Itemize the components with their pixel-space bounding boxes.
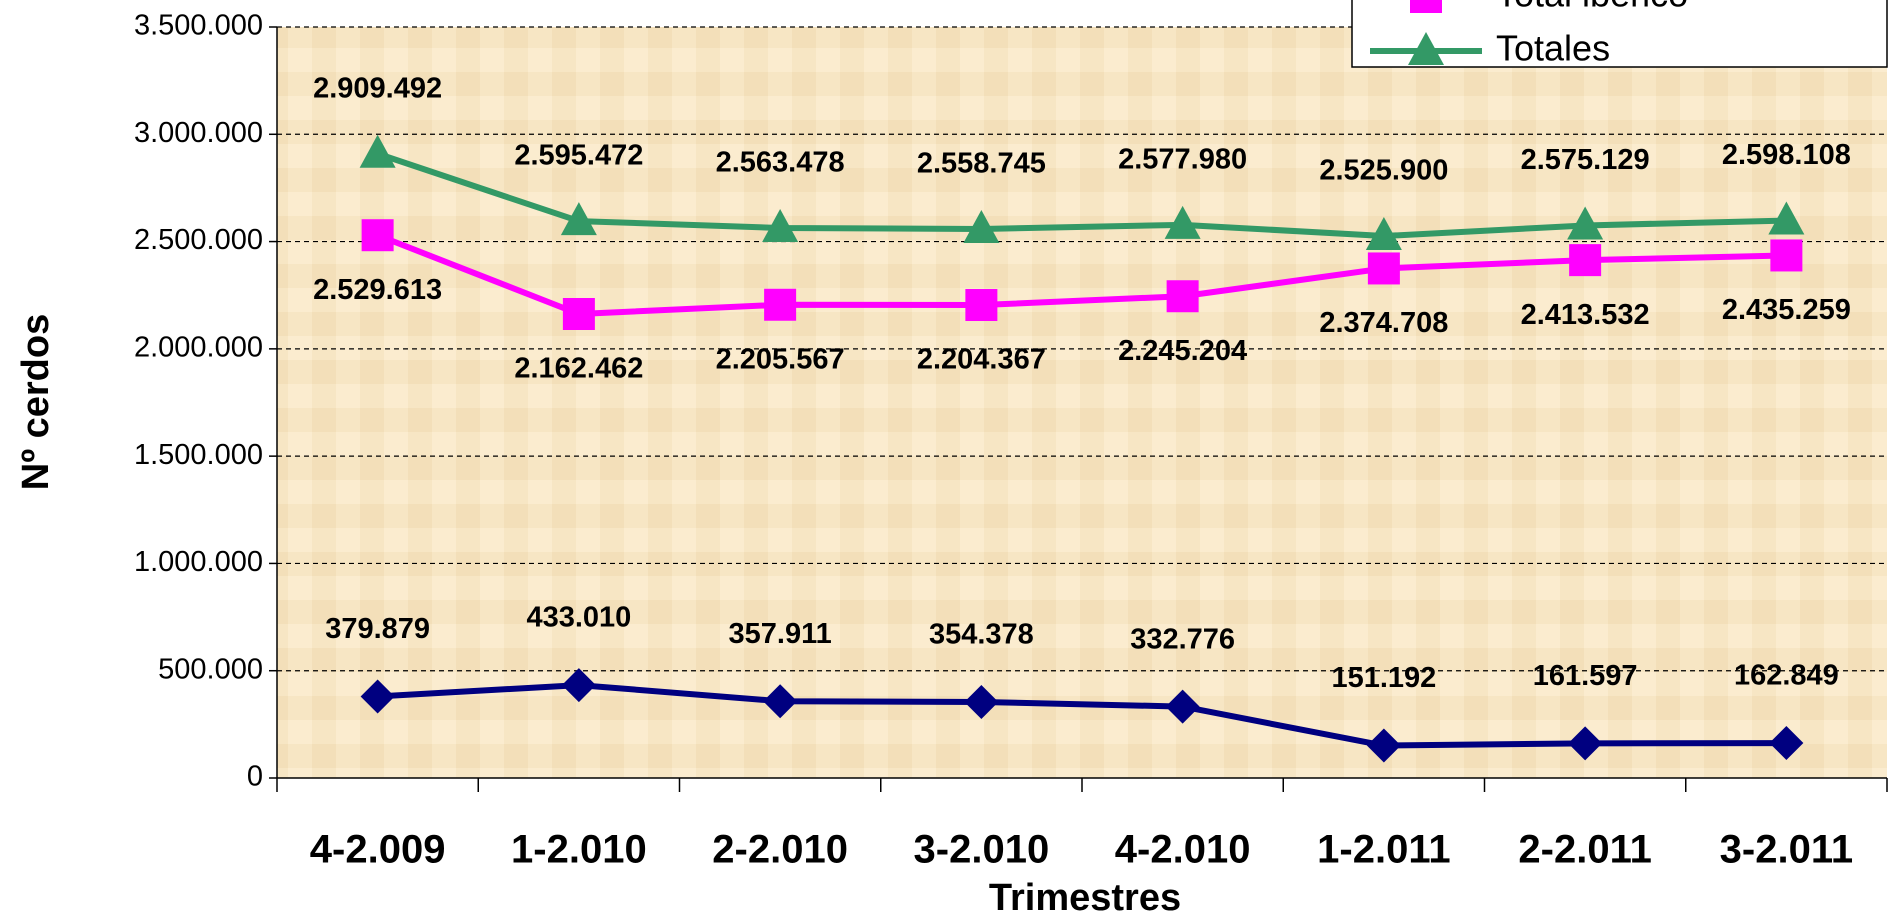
data-label: 2.162.462 xyxy=(514,353,643,385)
data-label: 2.563.478 xyxy=(716,147,845,179)
data-label: 379.879 xyxy=(325,613,430,645)
marker xyxy=(361,219,394,252)
data-label: 2.598.108 xyxy=(1722,139,1851,171)
data-label: 2.558.745 xyxy=(917,148,1046,180)
y-tick-label: 0 xyxy=(247,761,263,793)
marker xyxy=(1365,217,1402,251)
marker xyxy=(359,134,396,168)
data-label: 433.010 xyxy=(526,602,631,634)
marker xyxy=(560,202,597,236)
data-label: 2.577.980 xyxy=(1118,143,1247,175)
y-tick-label: 3.000.000 xyxy=(134,117,263,149)
marker xyxy=(561,668,596,703)
x-axis-title: Trimestres xyxy=(989,877,1181,917)
y-tick-label: 1.000.000 xyxy=(134,546,263,578)
y-tick-label: 3.500.000 xyxy=(134,10,263,42)
series-line xyxy=(376,232,1787,317)
data-label: 357.911 xyxy=(729,618,832,650)
data-label: 2.204.367 xyxy=(917,344,1046,376)
marker xyxy=(965,289,998,322)
marker xyxy=(1366,728,1401,763)
plot-background xyxy=(277,27,1887,778)
data-label: 2.595.472 xyxy=(514,140,643,172)
x-tick-label: 4-2.009 xyxy=(310,828,446,872)
marker xyxy=(1768,201,1805,235)
data-label: 2.575.129 xyxy=(1521,144,1650,176)
x-tick-label: 1-2.010 xyxy=(511,828,647,872)
marker xyxy=(763,684,798,719)
y-tick-label: 1.500.000 xyxy=(134,439,263,471)
marker xyxy=(360,679,395,714)
y-tick-label: 2.000.000 xyxy=(134,332,263,364)
marker xyxy=(1410,0,1442,13)
marker xyxy=(1567,206,1604,240)
data-label: 2.909.492 xyxy=(313,72,442,104)
data-label: 151.192 xyxy=(1331,662,1436,694)
marker xyxy=(562,297,595,330)
legend-label: Total ibérico xyxy=(1496,0,1688,15)
data-label: 162.849 xyxy=(1734,660,1839,692)
series-line xyxy=(376,150,1787,240)
marker xyxy=(1367,252,1400,285)
marker xyxy=(964,684,999,719)
x-tick-label: 2-2.011 xyxy=(1518,828,1651,872)
y-tick-label: 2.500.000 xyxy=(134,224,263,256)
x-tick-label: 3-2.011 xyxy=(1720,828,1853,872)
marker xyxy=(764,288,797,321)
data-label: 332.776 xyxy=(1130,623,1235,655)
data-label: 354.378 xyxy=(929,619,1034,651)
series-line xyxy=(377,682,1787,749)
data-label: 161.597 xyxy=(1533,660,1638,692)
data-label: 2.529.613 xyxy=(313,274,442,306)
marker xyxy=(1569,244,1602,277)
data-label: 2.245.204 xyxy=(1118,335,1247,367)
y-tick-label: 500.000 xyxy=(158,653,263,685)
x-tick-label: 4-2.010 xyxy=(1115,828,1251,872)
x-tick-label: 2-2.010 xyxy=(712,828,848,872)
marker xyxy=(1166,280,1199,313)
x-tick-label: 1-2.011 xyxy=(1317,828,1450,872)
marker xyxy=(762,208,799,242)
marker xyxy=(1770,239,1803,272)
marker xyxy=(1165,689,1200,724)
data-label: 2.374.708 xyxy=(1319,307,1448,339)
marker xyxy=(1164,205,1201,239)
marker xyxy=(1408,32,1444,65)
marker xyxy=(963,209,1000,243)
legend-label: Totales xyxy=(1496,28,1610,69)
marker xyxy=(1769,726,1804,761)
y-axis-title: Nº cerdos xyxy=(15,314,57,491)
x-tick-label: 3-2.010 xyxy=(914,828,1050,872)
data-label: 2.525.900 xyxy=(1319,155,1448,187)
data-label: 2.435.259 xyxy=(1722,294,1851,326)
data-label: 2.413.532 xyxy=(1521,299,1650,331)
marker xyxy=(1568,726,1603,761)
data-label: 2.205.567 xyxy=(716,343,845,375)
